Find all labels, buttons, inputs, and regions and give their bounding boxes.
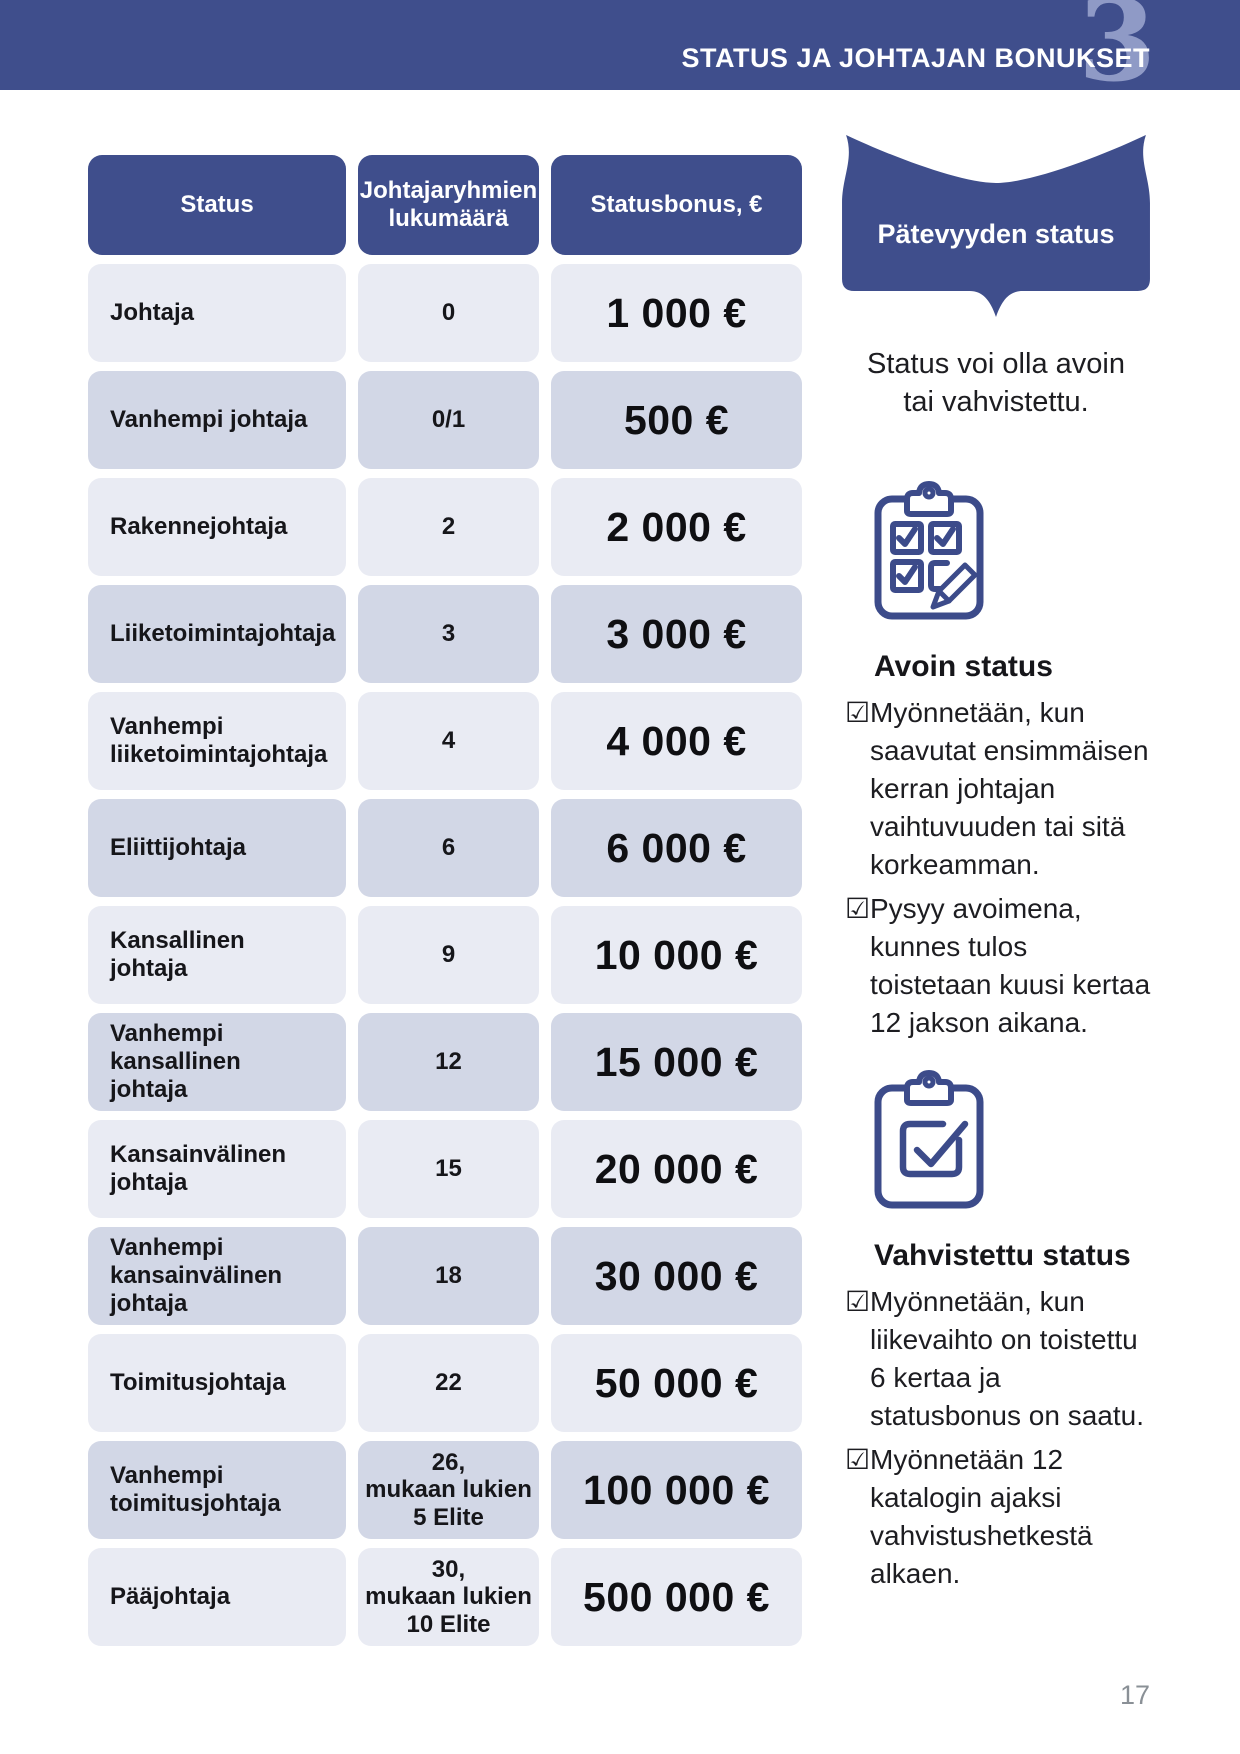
bonus-cell: 500 000 € — [551, 1548, 802, 1646]
groups-cell: 9 — [358, 906, 539, 1004]
bullet-text: Myönnetään 12 katalogin ajaksi vahvistus… — [870, 1444, 1093, 1589]
list-item: ☑ Myönnetään, kun saavutat ensimmäisen k… — [840, 694, 1152, 884]
list-item: ☑ Pysyy avoimena, kunnes tulos toistetaa… — [840, 890, 1152, 1042]
ribbon-title: Pätevyyden status — [877, 219, 1115, 249]
status-cell: Vanhempi kansainvälinen johtaja — [88, 1227, 346, 1325]
table-row: Vanhempi johtaja 0/1 500 € — [88, 371, 802, 469]
status-cell: Vanhempi toimitusjohtaja — [88, 1441, 346, 1539]
bonus-cell: 15 000 € — [551, 1013, 802, 1111]
confirmed-status-bullet-list: ☑ Myönnetään, kun liikevaihto on toistet… — [840, 1283, 1152, 1593]
groups-cell: 0 — [358, 264, 539, 362]
table-row: Eliittijohtaja 6 6 000 € — [88, 799, 802, 897]
table-row: Toimitusjohtaja 22 50 000 € — [88, 1334, 802, 1432]
bonus-cell: 1 000 € — [551, 264, 802, 362]
table-row: Vanhempi kansainvälinen johtaja 18 30 00… — [88, 1227, 802, 1325]
checkbox-bullet-icon: ☑ — [845, 697, 871, 728]
groups-cell: 26, mukaan lukien 5 Elite — [358, 1441, 539, 1539]
status-cell: Vanhempi liiketoimintajohtaja — [88, 692, 346, 790]
clipboard-checkmark-icon — [874, 1070, 984, 1209]
list-item: ☑ Myönnetään, kun liikevaihto on toistet… — [840, 1283, 1152, 1435]
bonus-cell: 500 € — [551, 371, 802, 469]
groups-cell: 2 — [358, 478, 539, 576]
groups-cell: 4 — [358, 692, 539, 790]
groups-cell: 15 — [358, 1120, 539, 1218]
bonus-cell: 3 000 € — [551, 585, 802, 683]
status-cell: Kansainvälinen johtaja — [88, 1120, 346, 1218]
table-row: Kansallinen johtaja 9 10 000 € — [88, 906, 802, 1004]
column-header-groups: Johtajaryhmien lukumäärä — [358, 155, 539, 255]
groups-cell: 12 — [358, 1013, 539, 1111]
section-heading-confirmed-status: Vahvistettu status — [874, 1239, 1131, 1272]
table-row: Kansainvälinen johtaja 15 20 000 € — [88, 1120, 802, 1218]
section-heading-open-status: Avoin status — [874, 650, 1053, 683]
status-cell: Vanhempi kansallinen johtaja — [88, 1013, 346, 1111]
status-cell: Liiketoimintajohtaja — [88, 585, 346, 683]
clipboard-checklist-pencil-icon — [874, 481, 984, 620]
status-cell: Johtaja — [88, 264, 346, 362]
table-row: Rakennejohtaja 2 2 000 € — [88, 478, 802, 576]
bonus-cell: 2 000 € — [551, 478, 802, 576]
column-header-status: Status — [88, 155, 346, 255]
column-header-bonus: Statusbonus, € — [551, 155, 802, 255]
bullet-text: Myönnetään, kun liikevaihto on toistettu… — [870, 1286, 1144, 1431]
bonus-cell: 6 000 € — [551, 799, 802, 897]
page-number: 17 — [1119, 1680, 1150, 1710]
status-cell: Toimitusjohtaja — [88, 1334, 346, 1432]
chapter-header-banner: 3 STATUS JA JOHTAJAN BONUKSET — [0, 0, 1240, 98]
bonus-cell: 10 000 € — [551, 906, 802, 1004]
bonus-cell: 50 000 € — [551, 1334, 802, 1432]
table-row: Liiketoimintajohtaja 3 3 000 € — [88, 585, 802, 683]
groups-cell: 0/1 — [358, 371, 539, 469]
status-cell: Vanhempi johtaja — [88, 371, 346, 469]
open-status-bullet-list: ☑ Myönnetään, kun saavutat ensimmäisen k… — [840, 694, 1152, 1042]
checkbox-bullet-icon: ☑ — [845, 893, 871, 924]
bonus-cell: 100 000 € — [551, 1441, 802, 1539]
groups-cell: 6 — [358, 799, 539, 897]
groups-cell: 3 — [358, 585, 539, 683]
ribbon-shape-icon — [842, 135, 1150, 317]
bullet-text: Myönnetään, kun saavutat ensimmäisen ker… — [870, 697, 1149, 880]
list-item: ☑ Myönnetään 12 katalogin ajaksi vahvist… — [840, 1441, 1152, 1593]
table-header: Status Johtajaryhmien lukumäärä Statusbo… — [88, 155, 802, 255]
status-cell: Eliittijohtaja — [88, 799, 346, 897]
bonus-cell: 30 000 € — [551, 1227, 802, 1325]
ribbon-banner: Pätevyyden status — [840, 133, 1152, 319]
sidebar-intro-text: Status voi olla avoin tai vahvistettu. — [867, 348, 1125, 418]
groups-cell: 30, mukaan lukien 10 Elite — [358, 1548, 539, 1646]
status-cell: Kansallinen johtaja — [88, 906, 346, 1004]
status-bonus-table: Status Johtajaryhmien lukumäärä Statusbo… — [88, 155, 802, 1655]
bonus-cell: 20 000 € — [551, 1120, 802, 1218]
groups-cell: 22 — [358, 1334, 539, 1432]
page-title: STATUS JA JOHTAJAN BONUKSET — [681, 43, 1150, 73]
bullet-text: Pysyy avoimena, kunnes tulos toistetaan … — [870, 893, 1151, 1038]
checkbox-bullet-icon: ☑ — [845, 1286, 871, 1317]
table-row: Vanhempi liiketoimintajohtaja 4 4 000 € — [88, 692, 802, 790]
status-cell: Rakennejohtaja — [88, 478, 346, 576]
table-row: Vanhempi toimitusjohtaja 26, mukaan luki… — [88, 1441, 802, 1539]
status-cell: Pääjohtaja — [88, 1548, 346, 1646]
checkbox-bullet-icon: ☑ — [845, 1444, 871, 1475]
qualification-status-sidebar: Pätevyyden status Status voi olla avoin … — [840, 133, 1152, 1599]
table-body: Johtaja 0 1 000 € Vanhempi johtaja 0/1 5… — [88, 264, 802, 1646]
chapter-number: 3 — [1078, 0, 1156, 107]
table-row: Vanhempi kansallinen johtaja 12 15 000 € — [88, 1013, 802, 1111]
table-row: Pääjohtaja 30, mukaan lukien 10 Elite 50… — [88, 1548, 802, 1646]
bonus-cell: 4 000 € — [551, 692, 802, 790]
table-row: Johtaja 0 1 000 € — [88, 264, 802, 362]
groups-cell: 18 — [358, 1227, 539, 1325]
